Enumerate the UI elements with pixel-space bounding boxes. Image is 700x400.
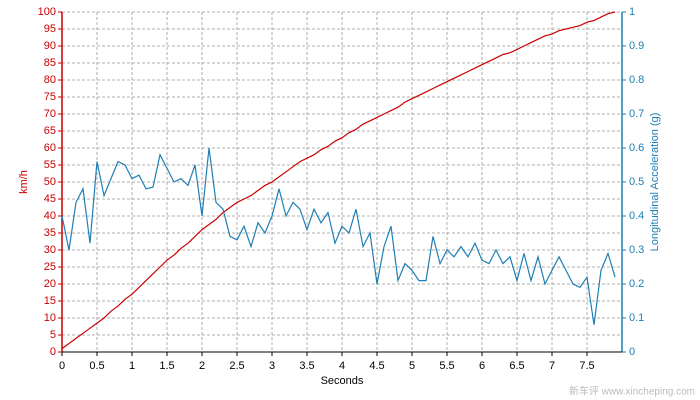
y2-tick-label: 0.8 bbox=[629, 74, 644, 86]
y-tick-label: 100 bbox=[38, 6, 56, 18]
watermark: 新车评 www.xincheping.com bbox=[569, 385, 695, 398]
y-tick-label: 95 bbox=[44, 23, 56, 35]
y2-tick-label: 0.2 bbox=[629, 278, 644, 290]
y2-tick-label: 0.9 bbox=[629, 40, 644, 52]
x-tick-label: 1.5 bbox=[159, 360, 174, 372]
y-tick-label: 35 bbox=[44, 227, 56, 239]
y-tick-label: 30 bbox=[44, 244, 56, 256]
y-tick-label: 20 bbox=[44, 278, 56, 290]
x-tick-label: 0.5 bbox=[89, 360, 104, 372]
x-tick-label: 6 bbox=[479, 360, 485, 372]
y2-tick-label: 0 bbox=[629, 346, 635, 358]
x-tick-label: 2 bbox=[199, 360, 205, 372]
x-tick-label: 3.5 bbox=[299, 360, 314, 372]
y-tick-label: 90 bbox=[44, 40, 56, 52]
x-tick-label: 1 bbox=[129, 360, 135, 372]
y-tick-label: 65 bbox=[44, 125, 56, 137]
y2-tick-label: 0.7 bbox=[629, 108, 644, 120]
y-tick-label: 70 bbox=[44, 108, 56, 120]
x-tick-label: 7.5 bbox=[579, 360, 594, 372]
series-line bbox=[61, 147, 616, 325]
x-axis-label: Seconds bbox=[321, 375, 364, 387]
y2-tick-label: 0.4 bbox=[629, 210, 644, 222]
x-tick-label: 5 bbox=[409, 360, 415, 372]
y-tick-label: 50 bbox=[44, 176, 56, 188]
y-tick-label: 55 bbox=[44, 159, 56, 171]
y-tick-label: 15 bbox=[44, 295, 56, 307]
x-tick-label: 5.5 bbox=[439, 360, 454, 372]
y-axis-label: km/h bbox=[18, 170, 30, 194]
y-tick-label: 45 bbox=[44, 193, 56, 205]
y2-tick-label: 0.1 bbox=[629, 312, 644, 324]
x-tick-label: 4 bbox=[339, 360, 345, 372]
x-tick-label: 2.5 bbox=[229, 360, 244, 372]
y-tick-label: 40 bbox=[44, 210, 56, 222]
y2-tick-label: 0.5 bbox=[629, 176, 644, 188]
y-tick-label: 75 bbox=[44, 91, 56, 103]
y2-tick-label: 0.3 bbox=[629, 244, 644, 256]
x-tick-label: 3 bbox=[269, 360, 275, 372]
y-tick-label: 10 bbox=[44, 312, 56, 324]
x-tick-label: 4.5 bbox=[369, 360, 384, 372]
x-tick-label: 7 bbox=[549, 360, 555, 372]
y-tick-label: 0 bbox=[50, 346, 56, 358]
y-tick-label: 5 bbox=[50, 329, 56, 341]
y-tick-label: 85 bbox=[44, 57, 56, 69]
y2-tick-label: 1 bbox=[629, 6, 635, 18]
series-line bbox=[61, 11, 616, 350]
y2-axis-label: Longitudinal Acceleration (g) bbox=[649, 113, 661, 252]
y-tick-label: 80 bbox=[44, 74, 56, 86]
x-tick-label: 0 bbox=[59, 360, 65, 372]
x-tick-label: 6.5 bbox=[509, 360, 524, 372]
y-tick-label: 60 bbox=[44, 142, 56, 154]
y-tick-label: 25 bbox=[44, 261, 56, 273]
y2-tick-label: 0.6 bbox=[629, 142, 644, 154]
